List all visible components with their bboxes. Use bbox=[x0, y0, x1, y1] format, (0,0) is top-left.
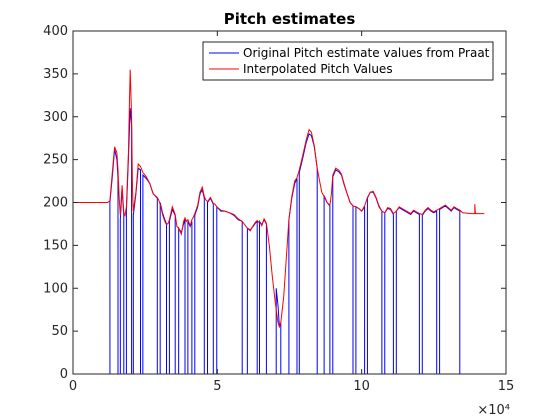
x-tick-label: 10 bbox=[353, 379, 370, 394]
x-tick-label: 0 bbox=[69, 379, 77, 394]
y-tick-label: 250 bbox=[43, 153, 68, 168]
y-tick-label: 300 bbox=[43, 110, 68, 125]
y-tick-label: 50 bbox=[51, 324, 68, 339]
x-exponent-label: ×10⁴ bbox=[477, 403, 510, 418]
plot-area bbox=[73, 31, 506, 374]
y-tick-label: 100 bbox=[43, 281, 68, 296]
legend-entry-label: Interpolated Pitch Values bbox=[243, 62, 393, 76]
chart-title: Pitch estimates bbox=[224, 10, 356, 28]
legend-entry-label: Original Pitch estimate values from Praa… bbox=[243, 46, 490, 60]
y-tick-label: 200 bbox=[43, 196, 68, 211]
x-tick-label: 5 bbox=[213, 379, 221, 394]
legend: Original Pitch estimate values from Praa… bbox=[203, 42, 493, 80]
y-tick-label: 0 bbox=[60, 367, 68, 382]
x-tick-label: 15 bbox=[498, 379, 515, 394]
y-tick-label: 350 bbox=[43, 67, 68, 82]
y-tick-label: 400 bbox=[43, 24, 68, 39]
y-tick-label: 150 bbox=[43, 238, 68, 253]
